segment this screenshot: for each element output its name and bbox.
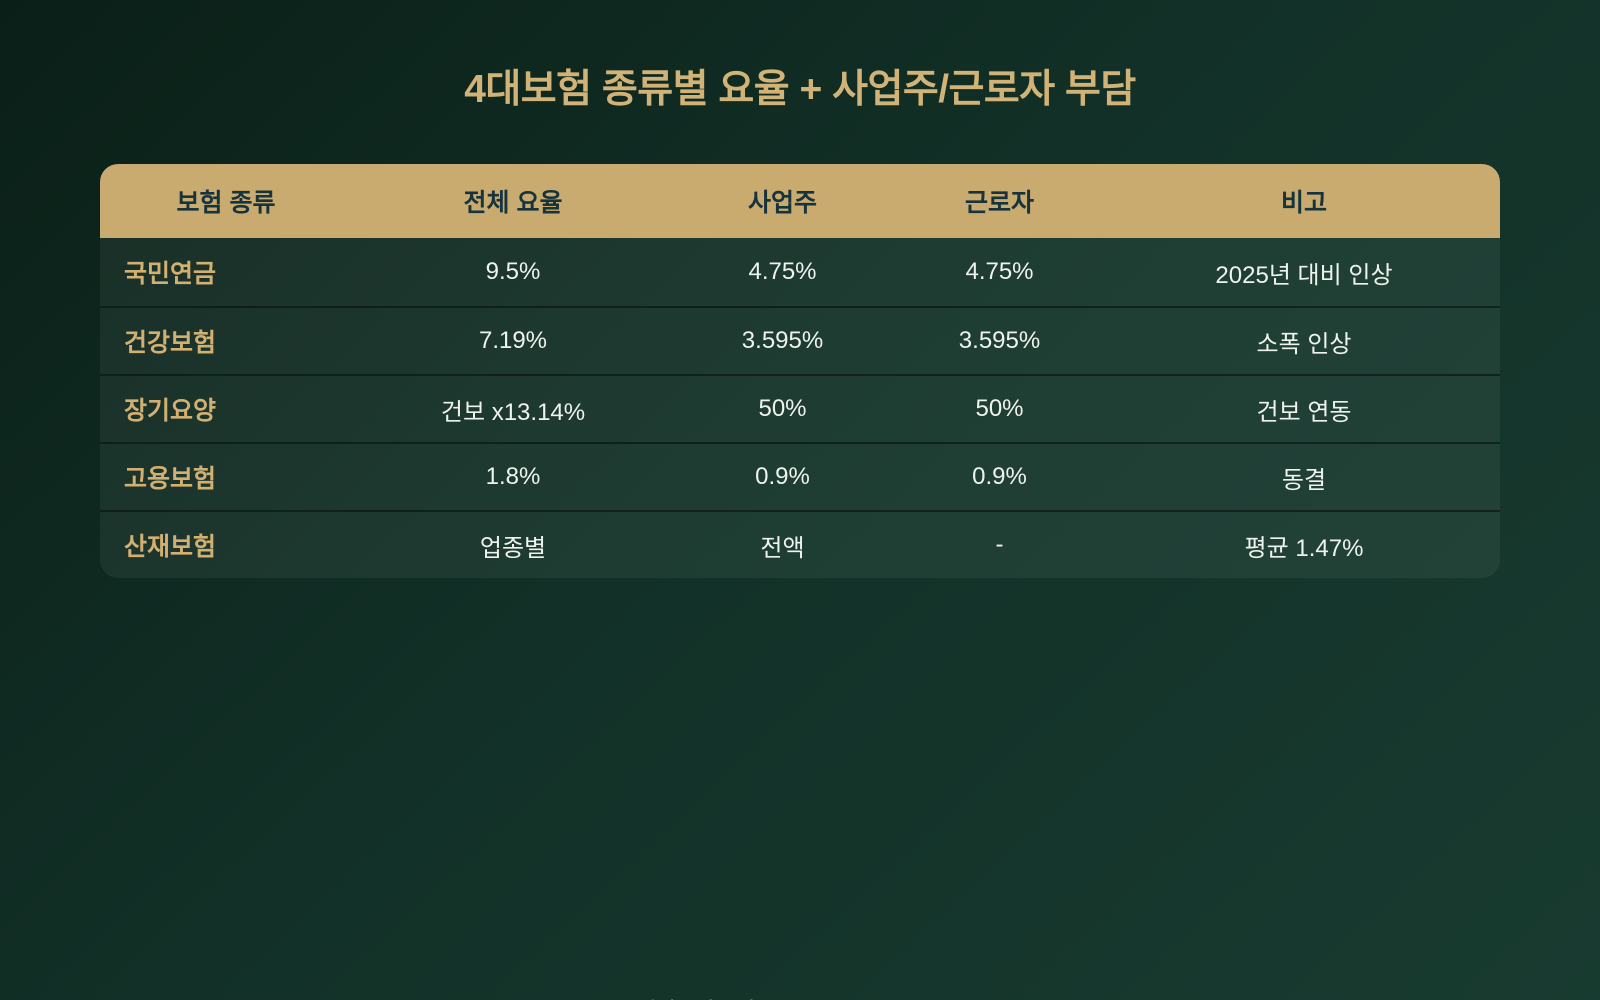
employer-cell: 0.9% [755, 463, 810, 490]
total-rate-cell: 9.5% [485, 258, 541, 285]
row-label: 산재보험 [124, 533, 217, 561]
employer-cell: 3.595% [741, 327, 824, 354]
employee-cell: - [995, 531, 1004, 558]
total-rate-cell: 업종별 [479, 534, 547, 562]
footer: 엘비즈파트너스 | lbiz-partners.com [0, 994, 1600, 1000]
column-header-employee: 근로자 [964, 189, 1034, 217]
total-rate-cell: 7.19% [478, 327, 548, 354]
row-label: 건강보험 [124, 329, 217, 357]
column-header-insurance-type: 보험 종류 [176, 189, 276, 217]
employer-cell: 4.75% [748, 258, 817, 285]
table-row: 국민연금 9.5% 4.75% 4.75% 2025년 대비 인상 [100, 238, 1500, 306]
row-label: 장기요양 [124, 397, 217, 425]
column-header-note: 비고 [1280, 189, 1327, 217]
employee-cell: 0.9% [972, 463, 1027, 490]
note-cell: 건보 연동 [1256, 398, 1352, 426]
note-cell: 소폭 인상 [1256, 330, 1352, 358]
total-rate-cell: 건보 x13.14% [440, 398, 586, 426]
table-row: 산재보험 업종별 전액 - 평균 1.47% [100, 510, 1500, 578]
table-row: 건강보험 7.19% 3.595% 3.595% 소폭 인상 [100, 306, 1500, 374]
employee-cell: 50% [975, 395, 1024, 422]
note-cell: 동결 [1281, 466, 1327, 494]
insurance-rate-table: 보험 종류 전체 요율 사업주 근로자 비고 국민연금 9.5% 4.75% 4… [100, 164, 1500, 578]
employee-cell: 4.75% [965, 258, 1034, 285]
page-title: 4대보험 종류별 요율 + 사업주/근로자 부담 [464, 68, 1136, 111]
note-cell: 2025년 대비 인상 [1215, 261, 1393, 289]
employee-cell: 3.595% [958, 327, 1041, 354]
table-row: 고용보험 1.8% 0.9% 0.9% 동결 [100, 442, 1500, 510]
table-body: 국민연금 9.5% 4.75% 4.75% 2025년 대비 인상 건강보험 7… [100, 238, 1500, 578]
column-header-employer: 사업주 [747, 189, 817, 217]
employer-cell: 50% [758, 395, 807, 422]
row-label: 고용보험 [124, 465, 217, 493]
total-rate-cell: 1.8% [485, 463, 541, 490]
table-header-row: 보험 종류 전체 요율 사업주 근로자 비고 [100, 164, 1500, 238]
table-row: 장기요양 건보 x13.14% 50% 50% 건보 연동 [100, 374, 1500, 442]
column-header-total-rate: 전체 요율 [463, 189, 563, 217]
row-label: 국민연금 [124, 260, 217, 288]
note-cell: 평균 1.47% [1244, 534, 1364, 562]
employer-cell: 전액 [760, 534, 805, 562]
